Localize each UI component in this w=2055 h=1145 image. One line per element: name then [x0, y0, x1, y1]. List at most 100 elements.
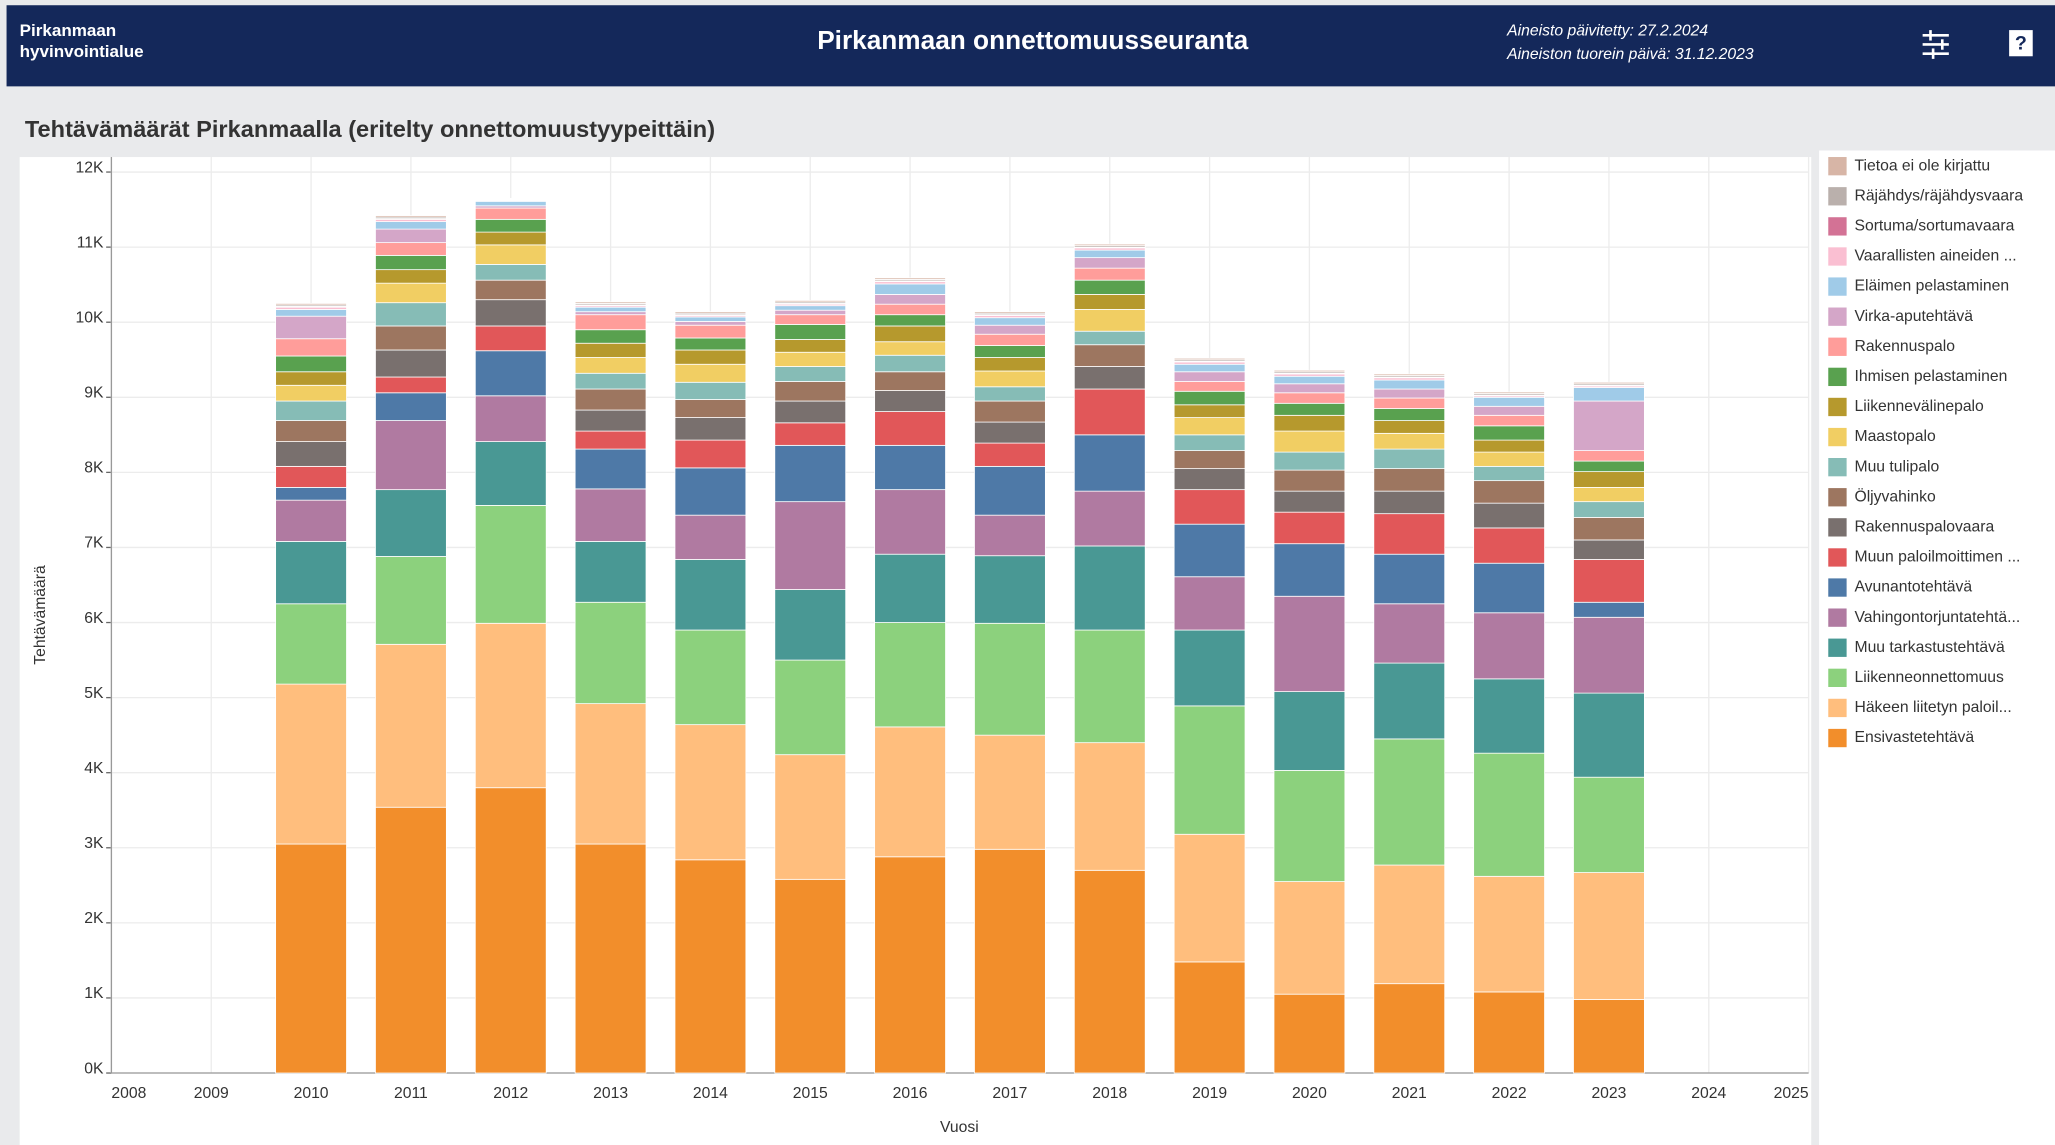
- bar-segment: [375, 392, 447, 421]
- legend-swatch: [1828, 488, 1847, 507]
- bar-segment: [574, 430, 647, 450]
- legend-swatch: [1828, 187, 1847, 206]
- y-tick-label: 4K: [84, 760, 104, 777]
- bar-segment: [574, 306, 647, 313]
- bar-segment: [375, 215, 447, 218]
- bar-segment: [1473, 991, 1545, 1074]
- bar-segment: [1373, 373, 1446, 376]
- bar-segment: [275, 355, 347, 373]
- bar-segment: [774, 422, 847, 446]
- bar-segment: [774, 351, 847, 367]
- bar-segment: [474, 279, 547, 301]
- bar-segment: [674, 467, 747, 516]
- bar-segment: [474, 218, 547, 233]
- bar-segment: [1173, 417, 1246, 436]
- bar-segment: [674, 316, 747, 322]
- bar-segment: [474, 207, 547, 220]
- bar-segment: [1173, 705, 1246, 835]
- x-tick-label: 2009: [194, 1085, 229, 1102]
- bar-segment: [1573, 460, 1645, 473]
- bar-segment: [674, 629, 747, 726]
- legend-label: Räjähdys/räjähdysvaara: [1854, 187, 2023, 204]
- bar-segment: [674, 399, 747, 418]
- bar-segment: [1573, 486, 1645, 503]
- x-tick-label: 2016: [893, 1085, 928, 1102]
- bar-segment: [1573, 559, 1645, 603]
- bar-segment: [774, 309, 847, 316]
- bar-segment: [574, 388, 647, 411]
- bar-segment: [474, 197, 547, 200]
- x-tick-label: 2014: [693, 1085, 728, 1102]
- bar-segment: [974, 324, 1046, 335]
- bar-segment: [974, 357, 1046, 372]
- bar-segment: [1273, 375, 1346, 385]
- help-label[interactable]: ?: [2015, 33, 2027, 55]
- bar-segment: [874, 277, 946, 280]
- bar-segment: [774, 339, 847, 353]
- bar-segment: [1173, 371, 1246, 382]
- bar-segment: [1573, 381, 1645, 385]
- bar-segment: [874, 489, 946, 555]
- bar-segment: [1273, 451, 1346, 471]
- bar-segment: [275, 541, 347, 605]
- help-icon[interactable]: ?: [2009, 30, 2033, 57]
- bar-segment: [375, 282, 447, 304]
- legend-swatch: [1828, 548, 1847, 567]
- y-tick-label: 2K: [84, 910, 104, 927]
- y-tick-label: 0K: [84, 1060, 104, 1077]
- legend-swatch: [1828, 397, 1847, 417]
- bar-segment: [574, 311, 647, 316]
- y-axis-label: Tehtävämäärä: [32, 565, 49, 665]
- bar-segment: [974, 345, 1046, 358]
- bar-segment: [1273, 543, 1346, 597]
- y-tick-label: 7K: [84, 535, 104, 552]
- bar-segment: [1273, 993, 1346, 1074]
- bar-segment: [574, 372, 647, 390]
- bar-segment: [275, 338, 347, 357]
- bar-segment: [1073, 257, 1146, 269]
- bar-segment: [674, 514, 747, 560]
- bar-segment: [1073, 279, 1146, 295]
- bar-segment: [674, 363, 747, 383]
- bar-segment: [974, 622, 1046, 736]
- bar-segment: [974, 400, 1046, 423]
- bar-segment: [474, 231, 547, 246]
- bar-segment: [874, 553, 946, 623]
- bar-segment: [474, 264, 547, 281]
- bar-segment: [1573, 400, 1645, 451]
- bar-segment: [774, 878, 847, 1074]
- bar-segment: [774, 400, 847, 424]
- legend-label: Maastopalo: [1854, 428, 1936, 445]
- bar-segment: [674, 349, 747, 365]
- bar-segment: [674, 311, 747, 314]
- legend-swatch: [1828, 217, 1847, 236]
- bar-segment: [275, 420, 347, 442]
- bar-segment: [674, 859, 747, 1074]
- bar-segment: [1573, 517, 1645, 541]
- bar-segment: [1273, 383, 1346, 394]
- bar-segment: [1273, 511, 1346, 545]
- bar-segment: [375, 420, 447, 491]
- bar-segment: [275, 465, 347, 488]
- legend-label: Liikennevälinepalo: [1854, 398, 1984, 415]
- bar-segment: [1473, 439, 1545, 453]
- bar-segment: [574, 329, 647, 344]
- bar-segment: [1273, 392, 1346, 404]
- bar-segment: [874, 622, 946, 728]
- bar-segment: [1273, 414, 1346, 432]
- bar-segment: [774, 754, 847, 880]
- bar-segment: [375, 221, 447, 230]
- bar-segment: [974, 333, 1046, 346]
- filter-icon[interactable]: [1922, 30, 1949, 59]
- bar-segment: [974, 386, 1046, 402]
- bar-segment: [974, 421, 1046, 444]
- bar-segment: [574, 541, 647, 603]
- legend-swatch: [1828, 307, 1847, 326]
- bar-segment: [1073, 294, 1146, 310]
- x-tick-label: 2012: [493, 1085, 528, 1102]
- x-tick-label: 2021: [1392, 1085, 1427, 1102]
- legend-label: Öljyvahinko: [1854, 487, 1935, 505]
- x-tick-label: 2013: [593, 1085, 628, 1102]
